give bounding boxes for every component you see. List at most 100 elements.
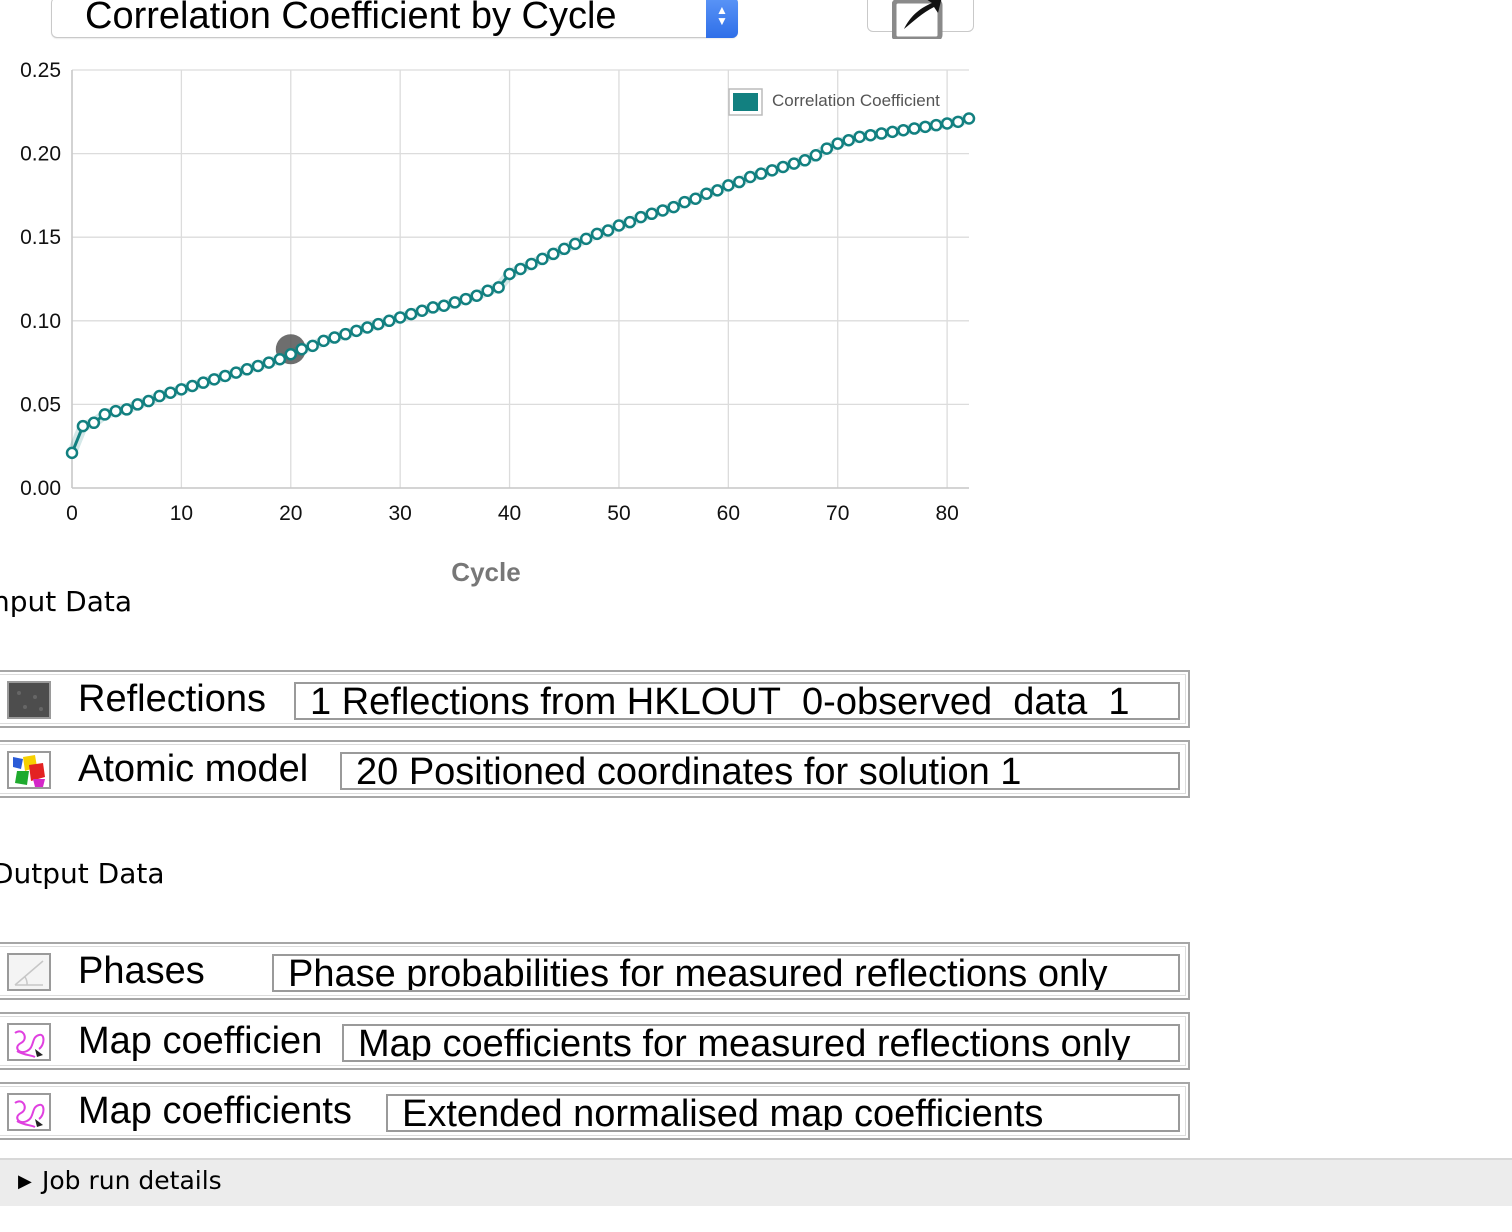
data-point <box>733 175 746 189</box>
data-point <box>153 389 166 403</box>
data-point <box>601 224 615 237</box>
data-point <box>568 237 582 251</box>
data-point <box>809 149 823 162</box>
data-point <box>547 247 560 261</box>
data-point <box>558 242 571 256</box>
output-row-phases: Phases Phase probabilities for measured … <box>0 942 1190 1000</box>
data-point <box>743 170 757 184</box>
input-row-atomic-model: Atomic model 20 Positioned coordinates f… <box>0 740 1190 798</box>
graph-selector-value: Correlation Coefficient by Cycle <box>85 0 617 37</box>
data-point <box>503 267 516 281</box>
data-point <box>908 122 921 135</box>
data-point <box>207 373 221 386</box>
data-point <box>929 118 943 132</box>
data-point <box>820 142 834 155</box>
x-tick-label: 0 <box>66 502 78 525</box>
data-point <box>218 369 232 383</box>
extended-map-coefficients-output-field[interactable]: Extended normalised map coefficients <box>386 1094 1180 1132</box>
data-point <box>525 257 538 271</box>
data-point <box>514 262 527 276</box>
data-point <box>831 137 844 150</box>
data-point <box>798 154 812 167</box>
data-point <box>361 321 374 334</box>
data-point <box>164 386 177 399</box>
output-row-extended-map-coefficients: Map coefficients Extended normalised map… <box>0 1082 1190 1140</box>
data-point <box>689 192 702 205</box>
phases-icon <box>7 953 51 991</box>
atomic-model-select-field[interactable]: 20 Positioned coordinates for solution 1 <box>340 752 1180 790</box>
data-point <box>470 289 483 302</box>
legend-swatch <box>733 93 758 111</box>
atomic-model-icon <box>7 751 51 789</box>
data-point <box>448 296 462 309</box>
data-point <box>339 327 352 341</box>
data-point <box>65 446 79 460</box>
chart-grid <box>71 69 969 489</box>
disclosure-triangle-icon: ▶ <box>18 1171 32 1191</box>
popout-arrow-icon <box>892 0 943 39</box>
row-label: Atomic model <box>78 748 309 790</box>
data-point <box>656 204 669 217</box>
data-point <box>197 376 210 389</box>
data-point <box>372 317 385 331</box>
reflections-select-field[interactable]: 1 Reflections from HKLOUT_0-observed_dat… <box>294 682 1180 720</box>
data-point <box>667 200 680 214</box>
data-point <box>645 207 659 221</box>
updown-chevron-icon: ▲ ▼ <box>706 0 738 38</box>
input-row-reflections: Reflections 1 Reflections from HKLOUT_0-… <box>0 670 1190 728</box>
y-tick-label: 0.25 <box>20 59 61 82</box>
data-point <box>306 339 319 353</box>
data-point <box>98 408 112 421</box>
data-point <box>875 127 888 140</box>
series-line-group <box>67 113 971 455</box>
data-point <box>951 115 965 129</box>
row-label: Reflections <box>78 678 266 720</box>
data-point <box>350 324 363 338</box>
y-tick-label: 0.20 <box>20 143 61 166</box>
map-coefficients-icon <box>7 1093 51 1131</box>
x-axis-label: Cycle <box>451 557 520 587</box>
data-point <box>634 210 648 224</box>
graph-selector-dropdown[interactable]: Correlation Coefficient by Cycle ▲ ▼ <box>51 0 738 38</box>
x-tick-label: 60 <box>717 502 740 525</box>
data-point <box>722 179 735 192</box>
data-point <box>787 157 801 170</box>
map-coefficients-icon <box>7 1023 51 1061</box>
data-point <box>853 130 866 144</box>
row-label: Map coefficien <box>78 1020 323 1062</box>
y-tick-label: 0.10 <box>20 310 61 333</box>
data-point <box>87 416 101 430</box>
row-label: Phases <box>78 950 205 992</box>
data-point <box>590 227 604 241</box>
data-point <box>328 331 341 344</box>
data-point <box>382 314 396 328</box>
y-tick-label: 0.00 <box>20 477 61 500</box>
x-tick-label: 30 <box>388 502 411 525</box>
data-point <box>251 359 265 373</box>
legend-label: Correlation Coefficient <box>772 91 940 110</box>
data-point <box>426 301 440 314</box>
data-point <box>317 334 330 348</box>
phases-output-field[interactable]: Phase probabilities for measured reflect… <box>272 954 1180 992</box>
reflections-icon <box>7 681 51 719</box>
output-row-map-coefficients: Map coefficien Map coefficients for meas… <box>0 1012 1190 1070</box>
x-tick-label: 70 <box>826 502 849 525</box>
output-data-heading: Dutput Data <box>0 857 165 890</box>
data-point <box>481 284 494 297</box>
correlation-chart: 0.00 0.05 0.10 0.15 0.20 0.25 0 10 20 30 40 50 60 70… <box>20 59 976 587</box>
y-axis: 0.00 0.05 0.10 0.15 0.20 0.25 <box>20 59 61 500</box>
data-point <box>142 394 155 408</box>
data-point <box>886 125 899 139</box>
map-coefficients-output-field[interactable]: Map coefficients for measured reflection… <box>342 1024 1180 1062</box>
job-run-details-toggle[interactable]: ▶ Job run details <box>0 1158 1512 1206</box>
y-tick-label: 0.15 <box>20 226 61 249</box>
x-tick-label: 40 <box>498 502 521 525</box>
data-point <box>229 366 243 379</box>
popout-button[interactable] <box>867 0 974 39</box>
x-tick-label: 10 <box>170 502 193 525</box>
data-point <box>623 215 637 229</box>
data-point <box>393 311 407 324</box>
data-point <box>940 117 954 130</box>
data-point <box>700 187 713 200</box>
data-point <box>76 419 90 433</box>
